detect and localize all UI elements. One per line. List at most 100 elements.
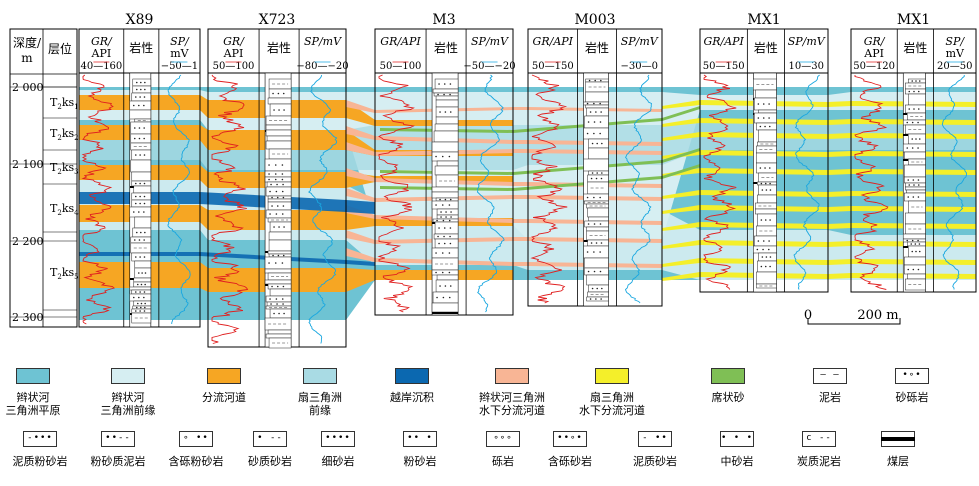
lithology-dot (591, 142, 594, 145)
lithology-dot (275, 298, 278, 300)
braided-subaqueous-band (346, 205, 662, 225)
lithology-bed (586, 226, 609, 232)
lithology-bed (133, 277, 152, 283)
lithology-bed (907, 241, 926, 247)
lithology-bed (584, 257, 609, 269)
lithology-dot (918, 138, 921, 140)
lithology-bed (269, 288, 292, 297)
lithology-dot (139, 202, 141, 205)
sheet-sand-band (380, 164, 700, 191)
lithology-bed (129, 293, 152, 302)
legend-pattern: -••• (27, 433, 53, 443)
legend-label: 扇三角洲 水下分流河道 (562, 391, 662, 417)
lithology-dot (140, 231, 142, 234)
lithology-dot (917, 147, 919, 149)
lithology-bed (586, 296, 609, 302)
lithology-dot (593, 132, 595, 135)
legend-swatch (802, 431, 836, 447)
lithology-dot (917, 179, 920, 181)
lithology-dot (443, 93, 445, 96)
lithology-dot (912, 268, 915, 271)
lithology-dot (449, 83, 452, 85)
lithology-dot (587, 121, 590, 123)
lithology-bed (756, 271, 777, 285)
legend-swatch (895, 368, 929, 384)
lithology-dot (595, 242, 598, 244)
lithology-header: 岩性 (129, 40, 153, 55)
lithology-dot (599, 223, 602, 225)
gr-range: 50—150 (703, 61, 745, 72)
legend-label: 越岸沉积 (362, 391, 462, 404)
lithology-dot (133, 239, 136, 241)
lithology-dot (915, 80, 917, 82)
gr-curve (81, 74, 116, 325)
gr-label: GR/API (533, 35, 574, 48)
lithology-bed (436, 274, 459, 281)
lithology-dot (134, 96, 137, 98)
well-header-box (699, 28, 829, 74)
lithology-bed (905, 104, 926, 114)
lithology-dot (140, 283, 143, 286)
lithology-dot (765, 189, 768, 191)
gr-curve (854, 75, 889, 290)
lithology-bed (269, 103, 292, 117)
lithology-dot (441, 204, 444, 206)
legend-pattern: •• • (407, 433, 433, 443)
lithology-dot (600, 177, 603, 180)
lithology-dot (274, 262, 277, 264)
gr-curve (530, 74, 568, 304)
lithology-bed (433, 130, 459, 143)
lithology-bed (265, 129, 292, 137)
lithology-dot (271, 196, 273, 199)
legend-label: 辫状河三角洲 水下分流河道 (462, 391, 562, 417)
lithology-bed (757, 194, 777, 204)
lithology-dot (438, 227, 440, 229)
lithology-dot (144, 81, 146, 84)
lithology-dot (912, 179, 915, 181)
lithology-dot (442, 296, 445, 299)
lithology-dot (283, 109, 285, 111)
lithology-dot (907, 179, 910, 181)
well-header-box (374, 28, 514, 74)
legend-label: 含砾砂岩 (548, 455, 592, 468)
scale-bar: 0 200 m (804, 308, 901, 325)
lithology-dot (448, 252, 451, 254)
lithology-dot (282, 205, 285, 207)
lithology-dot (589, 298, 592, 300)
lithology-dot (918, 250, 921, 253)
lithology-bed (588, 170, 609, 176)
lithology-bed (904, 264, 926, 275)
lithology-dot (599, 196, 601, 199)
lithology-dot (600, 298, 602, 300)
legend-label-line1: 辫状河 (16, 391, 50, 404)
lithology-bed (434, 165, 459, 176)
lithology-dot (443, 242, 446, 245)
lithology-dot (761, 189, 764, 191)
legend-label: 炭质泥岩 (797, 455, 841, 468)
lithology-dot (593, 270, 596, 273)
lithology-dot (761, 256, 764, 258)
legend-label: 砂质砂岩 (248, 455, 292, 468)
scale-bar-line (807, 318, 901, 325)
gr-range: 50—150 (532, 61, 574, 72)
lithology-dot (593, 223, 596, 225)
lithology-dot (769, 219, 771, 221)
lithology-dot (917, 196, 920, 198)
lithology-bed (758, 252, 777, 262)
lithology-bed (268, 337, 292, 349)
lithology-bed (267, 329, 292, 335)
lithology-bed (431, 141, 459, 153)
lithology-bed (435, 99, 459, 108)
lithology-dot (271, 285, 273, 288)
legend-label: 分流河道 (174, 391, 274, 404)
lithology-dot (281, 178, 284, 181)
sp-range: 10—30 (789, 61, 824, 72)
lithology-bed (133, 300, 152, 307)
lithology-dot (595, 111, 597, 113)
lithology-dot (274, 173, 277, 175)
legend-pattern: c -- (806, 433, 832, 443)
lithology-dot (768, 103, 770, 105)
